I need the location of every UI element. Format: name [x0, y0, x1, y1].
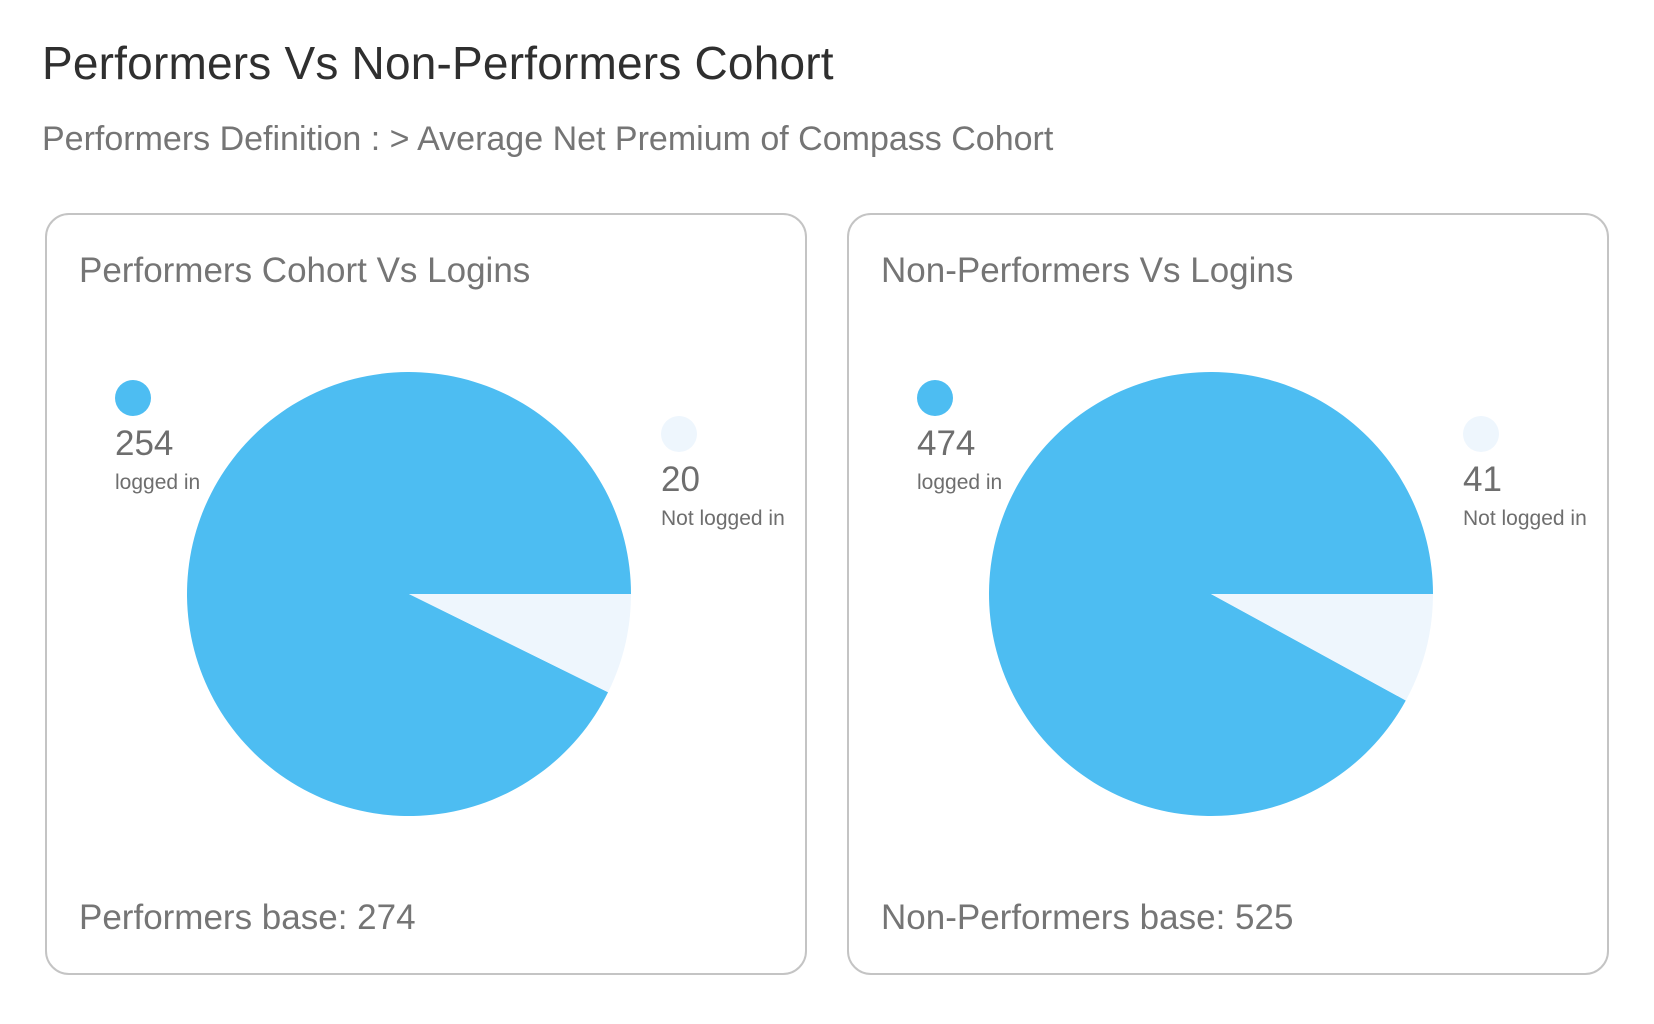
logged-in-legend-dot-icon — [917, 380, 953, 416]
page-subtitle: Performers Definition : > Average Net Pr… — [42, 120, 1053, 159]
performers-card: Performers Cohort Vs Logins 254 logged i… — [45, 213, 807, 975]
performers-pie-chart — [47, 215, 809, 977]
non-performers-base-text: Non-Performers base: 525 — [881, 898, 1293, 938]
performers-base-text: Performers base: 274 — [79, 898, 416, 938]
not-logged-in-legend-dot-icon — [1463, 416, 1499, 452]
performers-logged-in-value: 254 — [115, 424, 173, 464]
non-performers-not-logged-in-label: Not logged in — [1463, 507, 1587, 531]
non-performers-pie-chart — [849, 215, 1611, 977]
performers-not-logged-in-label: Not logged in — [661, 507, 785, 531]
non-performers-card: Non-Performers Vs Logins 474 logged in 4… — [847, 213, 1609, 975]
page-title: Performers Vs Non-Performers Cohort — [42, 36, 834, 90]
performers-not-logged-in-value: 20 — [661, 460, 700, 500]
not-logged-in-legend-dot-icon — [661, 416, 697, 452]
logged-in-legend-dot-icon — [115, 380, 151, 416]
non-performers-logged-in-label: logged in — [917, 471, 1002, 495]
performers-logged-in-label: logged in — [115, 471, 200, 495]
non-performers-not-logged-in-value: 41 — [1463, 460, 1502, 500]
non-performers-logged-in-value: 474 — [917, 424, 975, 464]
